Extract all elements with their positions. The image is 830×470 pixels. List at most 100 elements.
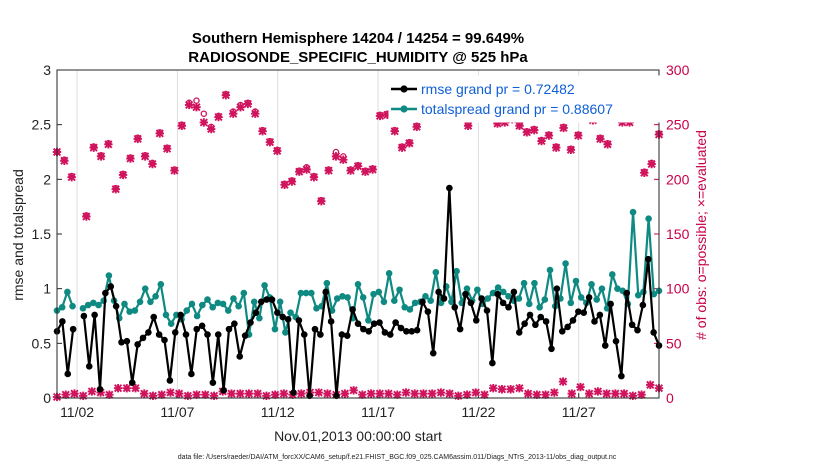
rmse-point: [505, 303, 512, 311]
obs-evaluated-point: [317, 197, 326, 206]
rmse-point: [360, 325, 367, 333]
y2-axis-ticks: 0 50 100 150 200 250 300: [654, 62, 690, 406]
totalspread-point: [84, 301, 92, 309]
totalspread-point: [391, 297, 398, 304]
totalspread-point: [333, 295, 341, 302]
obs-rejected-point: [506, 385, 515, 394]
obs-evaluated-point: [140, 152, 150, 161]
rmse-point: [300, 331, 308, 338]
rmse-point: [257, 298, 265, 306]
totalspread-point: [230, 295, 237, 302]
obs-rejected-point: [131, 383, 140, 393]
rmse-point: [472, 317, 480, 324]
x-tick-label: 11/17: [361, 404, 395, 420]
obs-evaluated-point: [67, 172, 76, 182]
obs-rejected-point: [480, 390, 489, 399]
rmse-point: [494, 290, 502, 298]
obs-rejected-point: [427, 389, 437, 398]
obs-rejected-point: [122, 383, 131, 393]
totalspread-point: [608, 271, 616, 278]
obs-rejected-point: [384, 389, 393, 398]
totalspread-point: [598, 285, 606, 292]
obs-evaluated-point: [118, 170, 128, 180]
obs-rejected-point: [105, 390, 114, 399]
rmse-point: [204, 331, 211, 338]
rmse-point: [515, 329, 523, 336]
totalspread-point: [500, 288, 507, 296]
x-tick-label: 11/07: [160, 404, 194, 420]
obs-rejected-point: [209, 391, 219, 401]
totalspread-point: [634, 291, 642, 299]
obs-evaluated-point: [155, 129, 164, 138]
obs-evaluated-point: [596, 134, 605, 144]
obs-evaluated-point: [273, 146, 282, 156]
rmse-point: [274, 309, 281, 317]
obs-rejected-point: [96, 388, 105, 397]
totalspread-point: [105, 272, 113, 279]
obs-evaluated-point: [566, 145, 576, 155]
totalspread-point: [302, 289, 310, 297]
totalspread-point: [562, 260, 569, 267]
totalspread-point: [126, 308, 133, 315]
rmse-point: [526, 311, 534, 319]
rmse-point: [247, 319, 254, 326]
obs-evaluated-point: [412, 122, 421, 132]
legend: rmse grand pr = 0.72482 totalspread gran…: [388, 75, 660, 123]
y2-tick-label: 150: [666, 226, 690, 242]
y2-axis-label: # of obs: o=possible; ×=evaluated: [693, 130, 709, 340]
rmse-point: [612, 337, 620, 345]
obs-evaluated-point: [522, 128, 532, 137]
x-tick-label: 11/12: [261, 404, 295, 420]
obs-rejected-point: [593, 387, 603, 396]
rmse-point: [96, 385, 104, 393]
obs-rejected-point: [567, 389, 576, 398]
obs-evaluated-point: [214, 112, 223, 122]
rmse-point: [537, 313, 545, 321]
rmse-point: [236, 353, 244, 360]
obs-evaluated-point: [295, 167, 304, 176]
rmse-point: [327, 318, 335, 325]
totalspread-point: [645, 215, 652, 222]
obs-evaluated-point: [544, 131, 554, 140]
y-tick-label: 3: [43, 62, 51, 78]
obs-evaluated-point: [515, 121, 524, 130]
totalspread-point: [204, 296, 211, 303]
rmse-point: [338, 331, 346, 338]
obs-evaluated-point: [104, 140, 113, 149]
obs-rejected-point: [637, 390, 646, 399]
obs-evaluated-point: [258, 127, 267, 136]
obs-evaluated-point: [346, 166, 355, 175]
rmse-point: [322, 288, 330, 296]
rmse-point: [585, 294, 593, 301]
obs-rejected-point: [471, 388, 480, 397]
x-axis-ticks: 11/02 11/07 11/12 11/17 11/22 11/27: [60, 393, 596, 420]
rmse-point: [370, 320, 378, 327]
totalspread-point: [307, 289, 315, 297]
rmse-point: [241, 332, 249, 339]
obs-rejected-point: [87, 387, 97, 396]
obs-evaluated-point: [552, 143, 561, 152]
obs-evaluated-point: [126, 154, 135, 163]
rmse-point: [343, 332, 351, 339]
obs-evaluated-point: [339, 155, 348, 164]
rmse-point: [64, 370, 72, 378]
rmse-point: [317, 331, 324, 338]
obs-rejected-point: [611, 389, 620, 398]
totalspread-point: [199, 301, 206, 309]
obs-evaluated-point: [390, 127, 399, 136]
totalspread-point: [250, 298, 258, 306]
obs-rejected-point: [279, 389, 289, 398]
totalspread-point: [339, 293, 346, 300]
totalspread-point: [525, 300, 533, 308]
y-axis-label: rmse and totalspread: [10, 169, 26, 301]
obs-rejected-point: [314, 388, 323, 397]
obs-evaluated-series: [52, 90, 664, 221]
y-tick-label: 1: [43, 281, 51, 297]
totalspread-point: [162, 311, 170, 319]
totalspread-point: [505, 293, 512, 300]
totalspread-point: [577, 294, 585, 301]
obs-evaluated-point: [331, 152, 341, 161]
obs-rejected-point: [349, 386, 358, 395]
rmse-point: [214, 331, 222, 338]
totalspread-point: [494, 284, 502, 291]
